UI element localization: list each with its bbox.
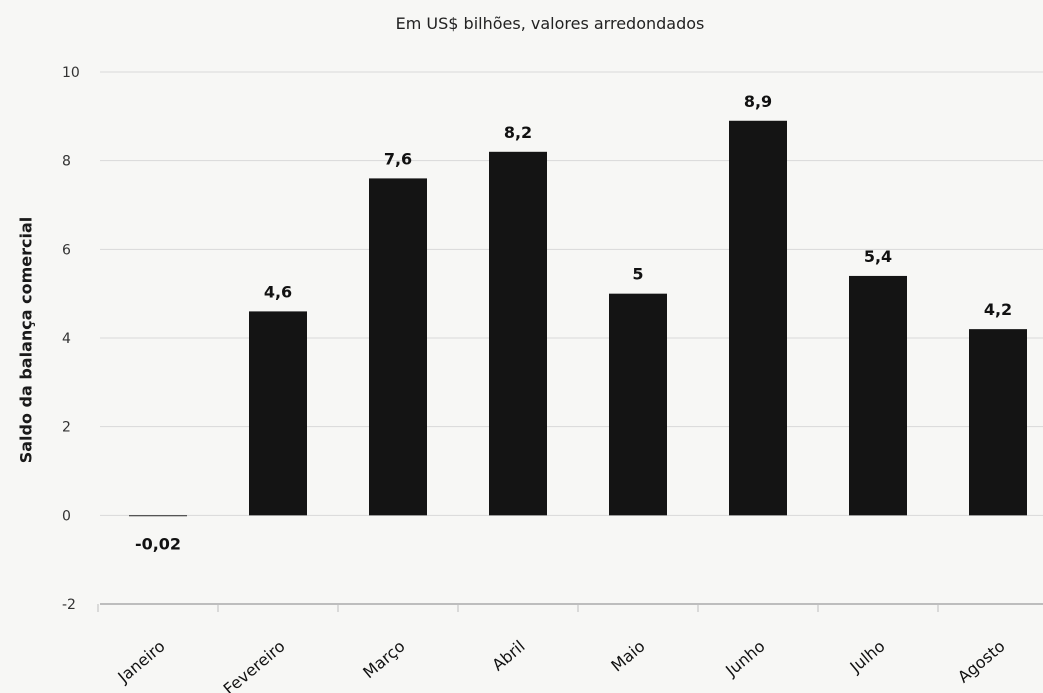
- y-tick-label: 0: [62, 508, 71, 524]
- x-tick-label: Agosto: [954, 637, 1009, 687]
- value-label: 4,6: [264, 282, 292, 301]
- bar: [129, 515, 187, 517]
- bar: [609, 293, 667, 516]
- y-tick-label: 6: [62, 242, 71, 258]
- x-tick-label: Abril: [488, 637, 528, 675]
- x-tick-label: Junho: [721, 637, 768, 681]
- value-label: 7,6: [384, 149, 412, 168]
- bar: [729, 120, 787, 516]
- x-tick-label: Fevereiro: [220, 637, 289, 693]
- y-tick-label: 8: [62, 154, 71, 170]
- y-tick-label: 2: [62, 420, 71, 436]
- value-label: 5,4: [864, 247, 892, 266]
- value-label: 8,9: [744, 92, 772, 111]
- bar: [489, 151, 547, 516]
- x-tick-label: Março: [359, 637, 408, 683]
- value-label: 5: [632, 265, 643, 284]
- bar: [369, 178, 427, 516]
- x-tick-label: Janeiro: [113, 637, 168, 688]
- x-tick-label: Maio: [607, 637, 648, 676]
- value-label: 8,2: [504, 123, 532, 142]
- value-label: 4,2: [984, 300, 1012, 319]
- y-tick-label: 4: [62, 331, 71, 347]
- bar: [969, 329, 1027, 516]
- value-label: -0,02: [135, 534, 181, 553]
- y-tick-label: 10: [62, 65, 80, 81]
- bar: [249, 311, 307, 516]
- chart-subtitle: Em US$ bilhões, valores arredondados: [395, 14, 705, 33]
- bar: [849, 275, 907, 516]
- y-tick-label: -2: [62, 597, 76, 613]
- x-tick-label: Julho: [846, 637, 889, 677]
